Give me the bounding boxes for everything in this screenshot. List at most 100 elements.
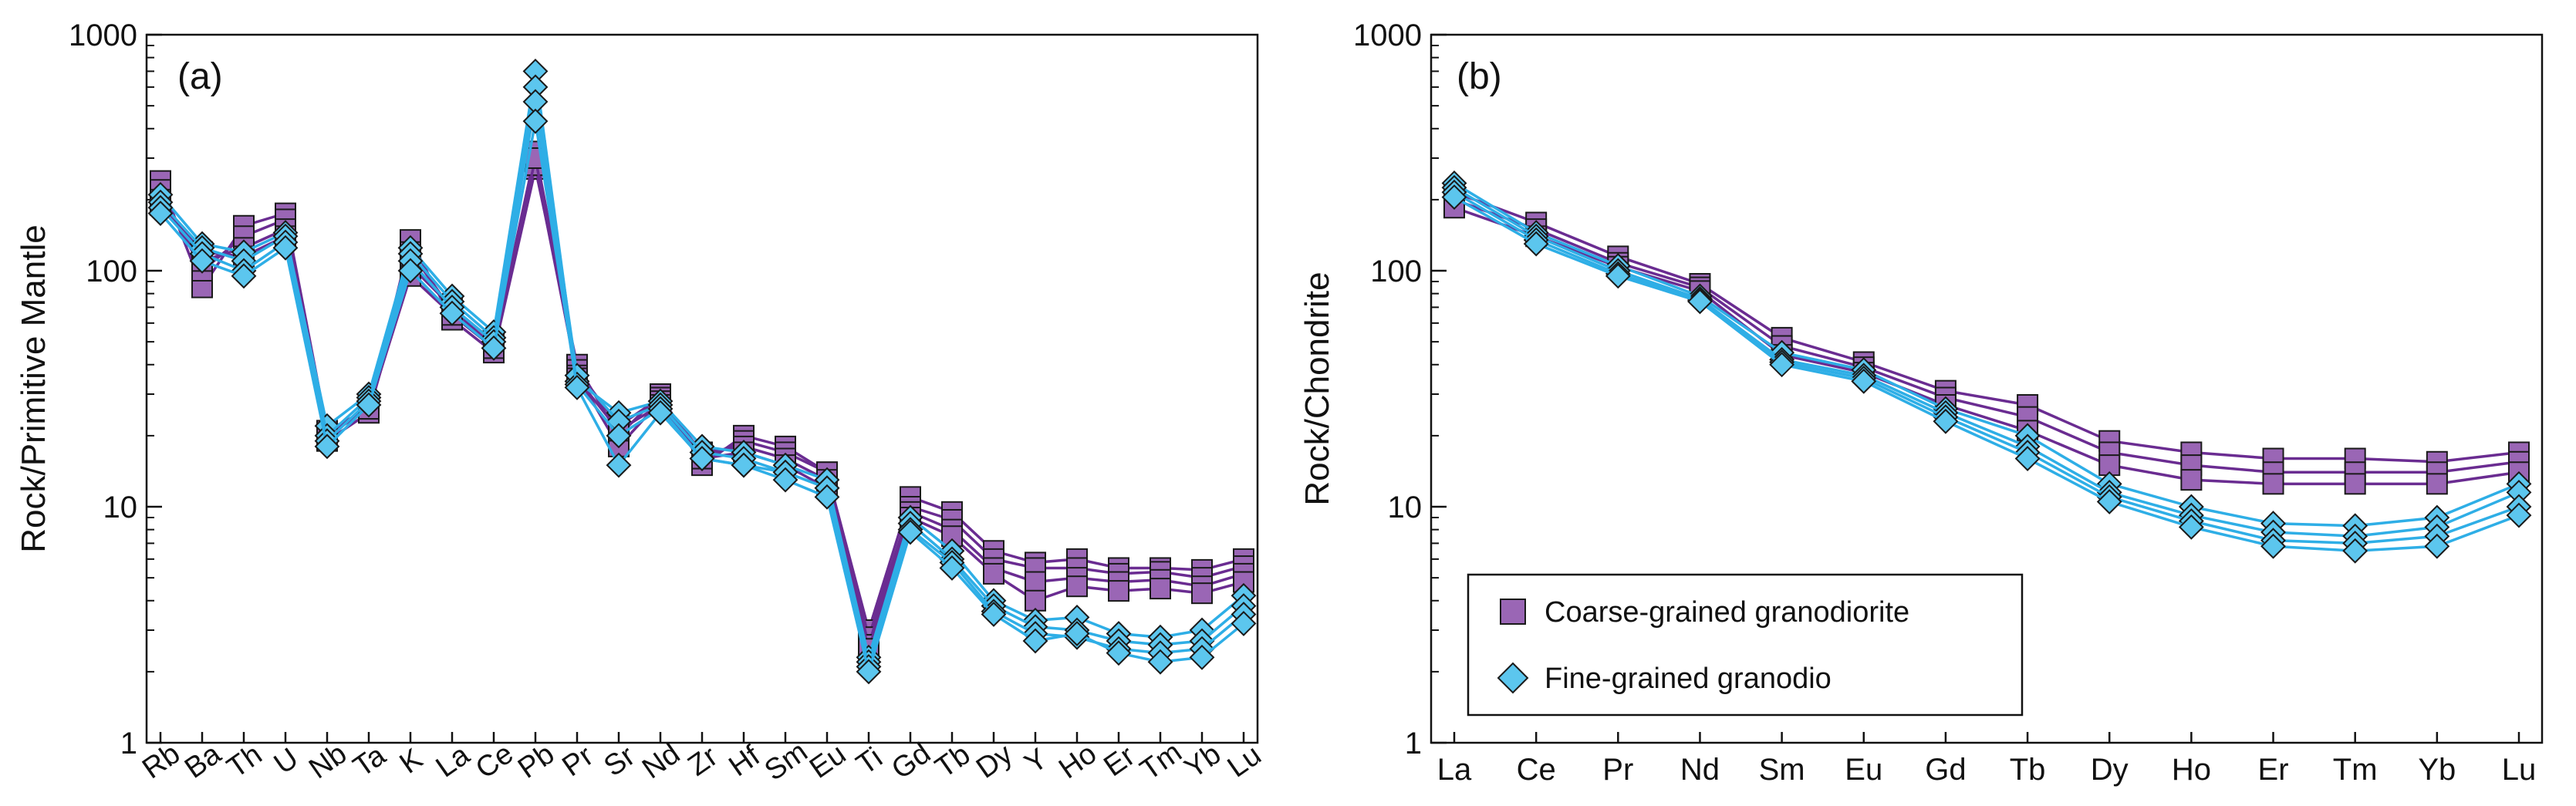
fine-data-point xyxy=(147,201,174,227)
fine-data-point xyxy=(2178,514,2204,540)
x-tick-label: Tb xyxy=(930,738,976,784)
x-tick-label: Pr xyxy=(1602,753,1633,787)
y-tick-label: 100 xyxy=(1370,255,1422,288)
fine-data-point xyxy=(647,400,674,426)
legend-box xyxy=(1467,573,2024,717)
x-tick-label: Tb xyxy=(2010,753,2046,787)
coarse-data-point xyxy=(1025,571,1046,593)
coarse-data-point xyxy=(1150,578,1171,600)
fine-data-point xyxy=(1687,288,1713,315)
x-tick-label: Ce xyxy=(470,737,519,785)
panel-a-spider-diagram: Rock/Primitive Mantle (a) 1 10 100 1000 RbB… xyxy=(15,19,1267,787)
panel-b-series xyxy=(1441,170,2532,564)
fine-data-point xyxy=(439,300,465,326)
x-tick-label: La xyxy=(1437,753,1472,787)
x-tick-label: Pb xyxy=(512,738,560,785)
x-tick-label: Ba xyxy=(179,737,228,785)
y-tick-label: 1000 xyxy=(69,19,137,52)
panel-b-y-axis-label: Rock/Chondrite xyxy=(1298,271,1336,505)
fine-series-line xyxy=(1453,186,2520,538)
fine-data-point xyxy=(1769,352,1795,378)
panel-b-y-ticks: 1 10 100 1000 xyxy=(1353,19,1447,760)
coarse-series xyxy=(1443,197,2530,495)
fine-series-line xyxy=(1453,181,2520,528)
panel-b-x-ticks: La Ce Pr Nd Sm Eu Gd Tb Dy Ho Er Tm Yb Lu xyxy=(1437,732,2536,787)
coarse-data-point xyxy=(1191,582,1213,605)
fine-series-line xyxy=(1453,196,2520,552)
fine-data-point xyxy=(1441,184,1467,211)
fine-data-point xyxy=(2506,502,2532,528)
panel-a-y-ticks: 1 10 100 1000 xyxy=(69,19,162,760)
y-tick-label: 100 xyxy=(86,255,137,288)
coarse-series xyxy=(1443,188,2530,484)
coarse-series xyxy=(1443,181,2530,473)
fine-data-point xyxy=(356,392,382,418)
x-tick-label: Nd xyxy=(1680,753,1720,787)
x-tick-label: Nd xyxy=(636,737,686,785)
fine-data-point xyxy=(564,375,590,400)
x-tick-label: Rb xyxy=(137,737,186,785)
fine-data-point xyxy=(606,423,632,449)
x-tick-label: Ho xyxy=(2172,753,2211,787)
y-tick-label: 1 xyxy=(1405,727,1422,760)
fine-data-point xyxy=(1523,231,1549,257)
fine-data-point xyxy=(1933,408,1959,434)
x-tick-label: Eu xyxy=(804,738,852,785)
x-tick-label: Yb xyxy=(1179,738,1227,785)
fine-data-point xyxy=(939,555,965,581)
x-tick-label: Gd xyxy=(886,737,937,785)
panel-b-plot-frame xyxy=(1430,33,2544,744)
fine-data-point xyxy=(981,602,1007,627)
coarse-series xyxy=(150,147,1254,660)
fine-data-point xyxy=(272,234,299,261)
x-tick-label: La xyxy=(430,738,476,784)
x-tick-label: Er xyxy=(2258,753,2289,787)
x-tick-label: Dy xyxy=(971,738,1018,785)
x-tick-label: Y xyxy=(1019,743,1054,781)
legend-label: Coarse-grained granodiorite xyxy=(1545,596,1909,629)
y-tick-label: 10 xyxy=(1388,491,1423,524)
panel-a-series xyxy=(147,58,1257,685)
fine-data-point xyxy=(2424,533,2450,559)
x-tick-label: Ta xyxy=(348,739,393,784)
x-tick-label: Gd xyxy=(1925,753,1966,787)
coarse-series xyxy=(150,154,1254,656)
fine-data-point xyxy=(1189,644,1215,670)
fine-data-point xyxy=(606,452,632,478)
x-tick-label: Lu xyxy=(1222,739,1268,784)
x-tick-label: Ti xyxy=(851,741,889,781)
fine-data-point xyxy=(1231,611,1257,636)
x-tick-label: Eu xyxy=(1845,753,1882,787)
coarse-data-point xyxy=(1066,575,1088,598)
fine-data-point xyxy=(2260,533,2286,559)
legend-label: Fine-grained granodio xyxy=(1545,663,1832,695)
panel-a-y-axis-label: Rock/Primitive Mantle xyxy=(15,224,52,552)
fine-data-point xyxy=(2096,489,2122,514)
fine-data-point xyxy=(2014,446,2041,471)
fine-data-point xyxy=(314,433,340,460)
panel-b-ree-pattern: Rock/Chondrite (b) 1 10 100 1000 La Ce Pr Nd Sm… xyxy=(1298,19,2544,787)
coarse-data-point xyxy=(2180,469,2203,491)
coarse-series-line xyxy=(1453,191,2520,464)
x-tick-label: Zr xyxy=(682,740,724,782)
coarse-data-point xyxy=(1025,589,1046,612)
x-tick-label: K xyxy=(394,743,429,781)
coarse-data-point xyxy=(2262,473,2284,495)
fine-series-line xyxy=(1453,191,2520,545)
fine-data-point xyxy=(1605,263,1631,289)
y-tick-label: 1000 xyxy=(1353,19,1422,52)
fine-data-point xyxy=(2342,538,2368,564)
x-tick-label: Tm xyxy=(2333,753,2378,787)
y-tick-label: 1 xyxy=(120,727,137,760)
fine-series xyxy=(1441,174,2532,549)
fine-data-point xyxy=(189,248,215,274)
panel-b-legend: Coarse-grained granodiorite Fine-grained … xyxy=(1467,573,2024,717)
x-tick-label: Sr xyxy=(599,740,642,783)
fine-data-point xyxy=(856,659,882,685)
fine-data-point xyxy=(1064,621,1090,646)
x-tick-label: Nb xyxy=(303,737,353,785)
x-tick-label: Th xyxy=(221,738,268,784)
fine-data-point xyxy=(481,335,507,361)
